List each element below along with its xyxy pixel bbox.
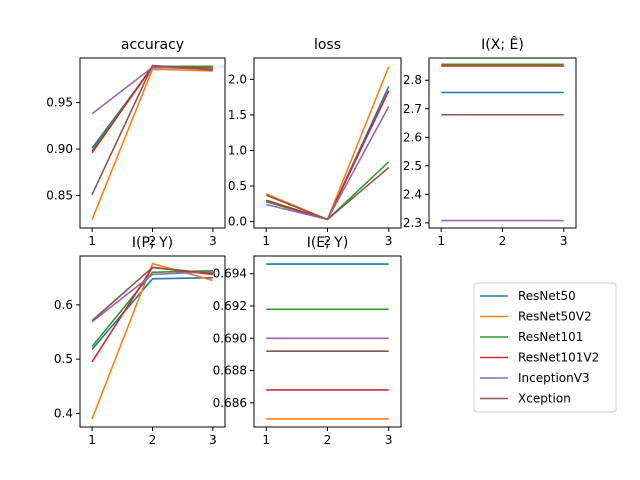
series-line-resnet50v2 [91,68,213,220]
axes-frame [79,57,226,229]
series-line-resnet50 [266,86,390,221]
series-line-resnet50 [91,66,213,149]
axes-frame [253,255,402,428]
x-tick-label: 1 [262,234,270,248]
subplot-title: I(X; Ê) [481,35,524,53]
legend-label-inceptionv3: InceptionV3 [518,371,590,385]
subplot-title: I(E; Y) [307,235,349,251]
series-line-resnet101 [91,65,213,152]
legend-box [473,282,617,413]
x-tick-label: 1 [437,234,445,248]
legend: ResNet50 ResNet50V2 ResNet101 ResNet101V2 In… [473,282,617,413]
y-tick-label: 0.690 [213,331,247,345]
legend-label-resnet50: ResNet50 [518,289,576,303]
x-tick-label: 2 [149,433,157,447]
y-tick-label: 0.95 [46,96,73,110]
series-line-xception [91,266,213,322]
legend-label-resnet101v2: ResNet101V2 [518,351,599,365]
y-tick-label: 0.0 [228,215,247,229]
y-tick-label: 1.0 [228,143,247,157]
y-tick-label: 0.6 [54,298,73,312]
series-line-resnet50v2 [91,262,214,420]
subplot-3: 1 2 3 2.3 2.4 2.5 2.6 2.7 2.8 I(X; Ê) [403,35,577,248]
y-tick-label: 1.5 [228,108,247,122]
y-tick-label: 2.3 [403,216,422,230]
y-tick-label: 0.85 [46,188,73,202]
subplot-5: 1 2 3 0.686 0.688 0.690 0.692 0.694 I(E; Y) [213,235,402,447]
series-line-resnet101v2 [91,266,214,363]
subplot-title: I(P; Y) [132,235,173,251]
x-tick-label: 1 [88,234,96,248]
subplot-title: loss [314,37,341,53]
subplot-2: 1 2 3 0.0 0.5 1.0 1.5 2.0 loss [228,37,402,248]
y-tick-label: 2.0 [228,72,247,86]
legend-label-resnet50v2: ResNet50V2 [518,310,592,324]
x-tick-label: 3 [209,234,217,248]
y-tick-label: 2.7 [403,102,422,116]
y-tick-label: 0.4 [54,406,73,420]
x-tick-label: 2 [499,234,507,248]
axes-frame [428,57,577,229]
y-tick-label: 2.5 [403,159,422,173]
series-line-resnet101 [91,269,213,348]
y-tick-label: 0.692 [213,299,247,313]
y-tick-label: 0.5 [54,352,73,366]
x-tick-label: 1 [88,433,96,447]
x-tick-label: 2 [324,234,332,248]
series-line-xception [265,166,390,221]
series-line-resnet101 [266,161,390,221]
y-tick-label: 2.4 [403,187,422,201]
x-tick-label: 2 [324,433,332,447]
y-tick-label: 0.5 [228,179,247,193]
x-tick-label: 3 [560,234,568,248]
subplot-1: 1 2 3 0.85 0.90 0.95 accuracy [46,37,226,248]
series-line-resnet101v2 [91,65,213,154]
y-tick-label: 2.6 [403,130,422,144]
x-tick-label: 3 [385,234,393,248]
series-line-resnet50v2 [265,66,390,221]
x-tick-label: 3 [209,433,217,447]
y-tick-label: 2.8 [403,73,422,87]
legend-label-xception: Xception [518,392,571,406]
y-tick-label: 0.90 [46,142,73,156]
series-line-inceptionv3 [91,270,213,323]
subplot-title: accuracy [121,37,184,53]
x-tick-label: 2 [149,234,157,248]
series-line-xception [91,64,213,195]
y-tick-label: 0.694 [213,267,247,281]
legend-label-resnet101: ResNet101 [518,330,583,344]
series-line-resnet50 [91,276,213,350]
y-tick-label: 0.686 [213,396,247,410]
subplot-4: 1 2 3 0.4 0.5 0.6 I(P; Y) [54,235,226,447]
series-line-resnet101v2 [266,90,390,221]
x-tick-label: 1 [262,433,270,447]
y-tick-label: 0.688 [213,364,247,378]
x-tick-label: 3 [385,433,393,447]
axes-frame [79,255,226,428]
series-line-inceptionv3 [91,66,213,115]
